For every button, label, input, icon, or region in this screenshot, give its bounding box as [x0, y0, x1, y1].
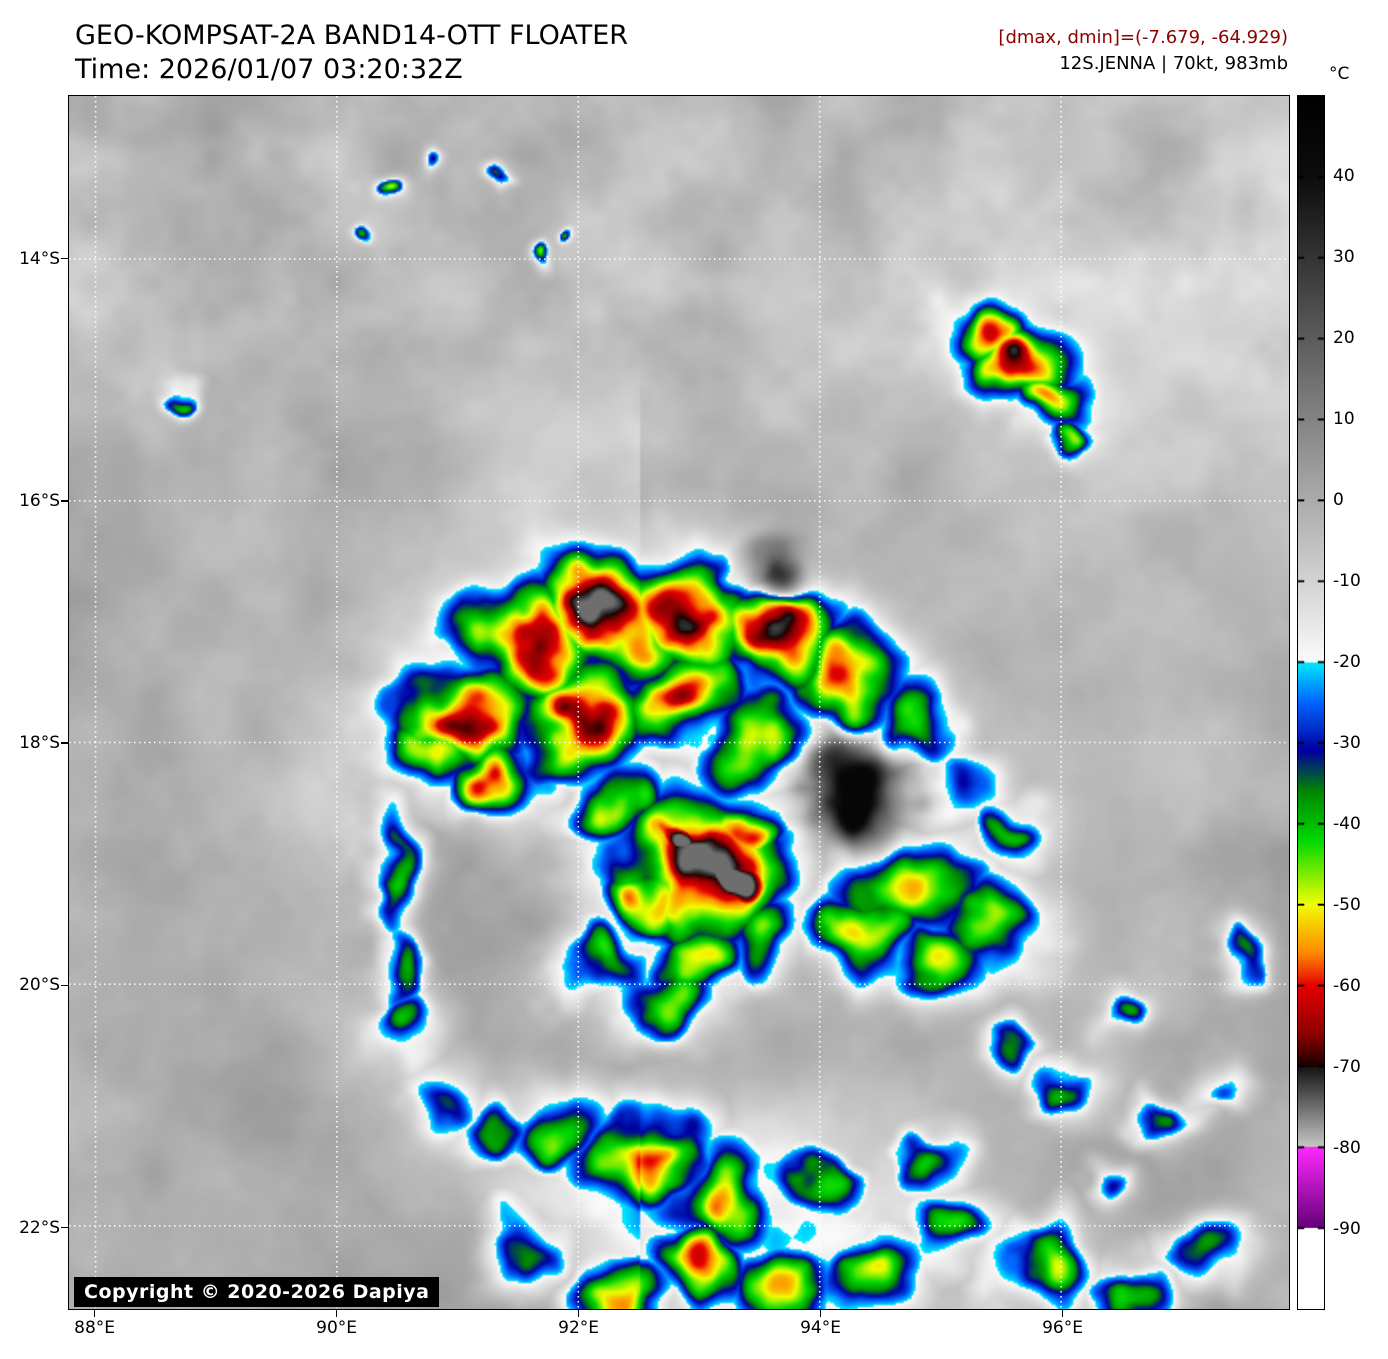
temperature-colorbar [1297, 95, 1325, 1310]
colorbar-tick-label: 10 [1333, 409, 1355, 429]
colorbar-tick-label: 40 [1333, 166, 1355, 186]
colorbar-tick-label: -40 [1333, 814, 1361, 834]
lat-axis-tick [61, 257, 68, 260]
lon-axis-tick [819, 1310, 822, 1317]
colorbar-tick-label: -50 [1333, 895, 1361, 915]
colorbar-tick-label: -70 [1333, 1057, 1361, 1077]
colorbar-unit-label: °C [1329, 64, 1350, 84]
lon-tick-label: 96°E [1042, 1318, 1083, 1338]
lat-axis-tick [61, 500, 68, 502]
lat-tick-label: 18°S [19, 733, 60, 754]
lat-axis-tick [61, 984, 68, 987]
lon-axis-tick [93, 1310, 96, 1317]
product-timestamp: Time: 2026/01/07 03:20:32Z [75, 54, 463, 85]
lat-axis-tick [61, 1226, 68, 1229]
colorbar-tick-label: 30 [1333, 247, 1355, 267]
colorbar-gradient [1298, 96, 1324, 1309]
lon-axis-tick [335, 1310, 338, 1317]
satellite-ir-image [69, 96, 1289, 1309]
lat-axis-tick [61, 742, 68, 744]
latlon-gridlines [69, 96, 1288, 1308]
lon-tick-label: 88°E [74, 1318, 116, 1338]
lat-tick-label: 14°S [19, 248, 60, 269]
lat-tick-label: 22°S [19, 1217, 60, 1238]
lon-axis-tick [1061, 1310, 1064, 1317]
colorbar-tick-label: -20 [1333, 652, 1361, 672]
colorbar-tick-label: 20 [1333, 328, 1355, 348]
colorbar-tick-label: -90 [1333, 1219, 1361, 1239]
colorbar-tick-label: 0 [1333, 490, 1344, 510]
satellite-map: Copyright © 2020-2026 Dapiya [68, 95, 1290, 1310]
lon-tick-label: 90°E [316, 1318, 358, 1338]
product-title: GEO-KOMPSAT-2A BAND14-OTT FLOATER [75, 20, 629, 51]
lat-tick-label: 20°S [19, 975, 60, 996]
copyright-badge: Copyright © 2020-2026 Dapiya [74, 1277, 440, 1307]
colorbar-tick-label: -80 [1333, 1138, 1361, 1158]
lon-tick-label: 92°E [558, 1318, 600, 1338]
lon-tick-label: 94°E [800, 1318, 841, 1338]
colorbar-tick-label: -10 [1333, 571, 1361, 591]
storm-intensity-readout: 12S.JENNA | 70kt, 983mb [1059, 53, 1288, 74]
lat-tick-label: 16°S [19, 490, 60, 511]
dmax-dmin-readout: [dmax, dmin]=(-7.679, -64.929) [998, 27, 1288, 48]
colorbar-tick-label: -60 [1333, 976, 1361, 996]
lon-axis-tick [577, 1310, 580, 1317]
colorbar-tick-label: -30 [1333, 733, 1361, 753]
